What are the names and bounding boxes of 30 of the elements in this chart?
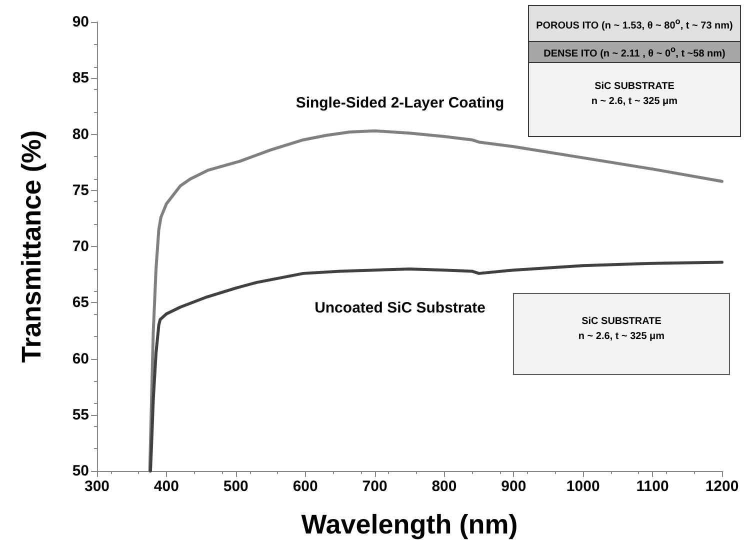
y-tick-label: 70 <box>72 238 89 255</box>
x-tick-label: 300 <box>84 478 110 495</box>
x-tick-label: 500 <box>223 478 248 495</box>
line-series <box>148 260 724 472</box>
y-axis-title: Transmittance (%) <box>16 130 46 363</box>
series-label: Single-Sided 2-Layer Coating <box>296 94 504 112</box>
x-tick-label: 900 <box>501 478 526 495</box>
y-tick-label: 80 <box>72 126 89 143</box>
substrate-diagram: SiC SUBSTRATE n ~ 2.6, t ~ 325 μm <box>513 293 730 375</box>
y-tick-label: 55 <box>72 406 89 424</box>
y-tick-label: 90 <box>72 14 89 30</box>
annotation: SiC SUBSTRATE n ~ 2.6, t ~ 325 μm <box>578 315 665 344</box>
annotation: DENSE ITO (n ~ 2.11 , θ ~ 0$^{o}$, t ~58 nm) <box>544 43 726 62</box>
y-tick-label: 50 <box>72 462 89 480</box>
x-tick-label: 1100 <box>636 478 669 495</box>
x-tick-label: 400 <box>154 478 179 495</box>
y-tick-label: 85 <box>72 70 89 87</box>
y-tick-label: 75 <box>72 182 89 199</box>
x-tick-label: 1200 <box>705 478 739 495</box>
x-tick-label: 600 <box>292 478 318 495</box>
x-tick-label: 700 <box>362 478 388 495</box>
series-label: Uncoated SiC Substrate <box>314 300 486 316</box>
annotation: SiC SUBSTRATE n ~ 2.6, t ~ 325 μm <box>591 80 678 109</box>
y-tick-label: 65 <box>72 294 89 312</box>
x-tick-label: 1000 <box>566 478 600 495</box>
y-tick-label: 60 <box>72 350 89 368</box>
x-axis-title: Wavelength (nm) <box>301 510 518 540</box>
x-tick-label: 800 <box>432 478 457 495</box>
layer-stack-diagram: POROUS ITO (n ~ 1.53, θ ~ 80$^{o}$, t ~ 73 nm) DENSE ITO (n ~ 2.11 , θ ~ 0$^{o}$, t ~58 nm) SiC SUBSTRATE n ~ 2.6, t ~ 325 μm <box>528 5 741 137</box>
annotation: POROUS ITO (n ~ 1.53, θ ~ 80$^{o}$, t ~ 73 nm) <box>536 14 733 34</box>
